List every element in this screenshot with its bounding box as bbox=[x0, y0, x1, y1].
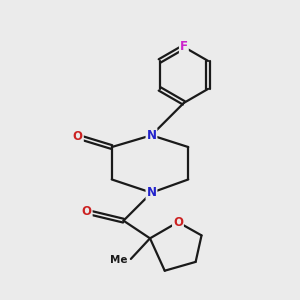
Text: O: O bbox=[173, 216, 183, 229]
Text: F: F bbox=[180, 40, 188, 53]
Text: O: O bbox=[82, 205, 92, 218]
Text: N: N bbox=[146, 186, 157, 199]
Text: Me: Me bbox=[110, 255, 128, 266]
Text: O: O bbox=[73, 130, 83, 143]
Text: N: N bbox=[146, 129, 157, 142]
